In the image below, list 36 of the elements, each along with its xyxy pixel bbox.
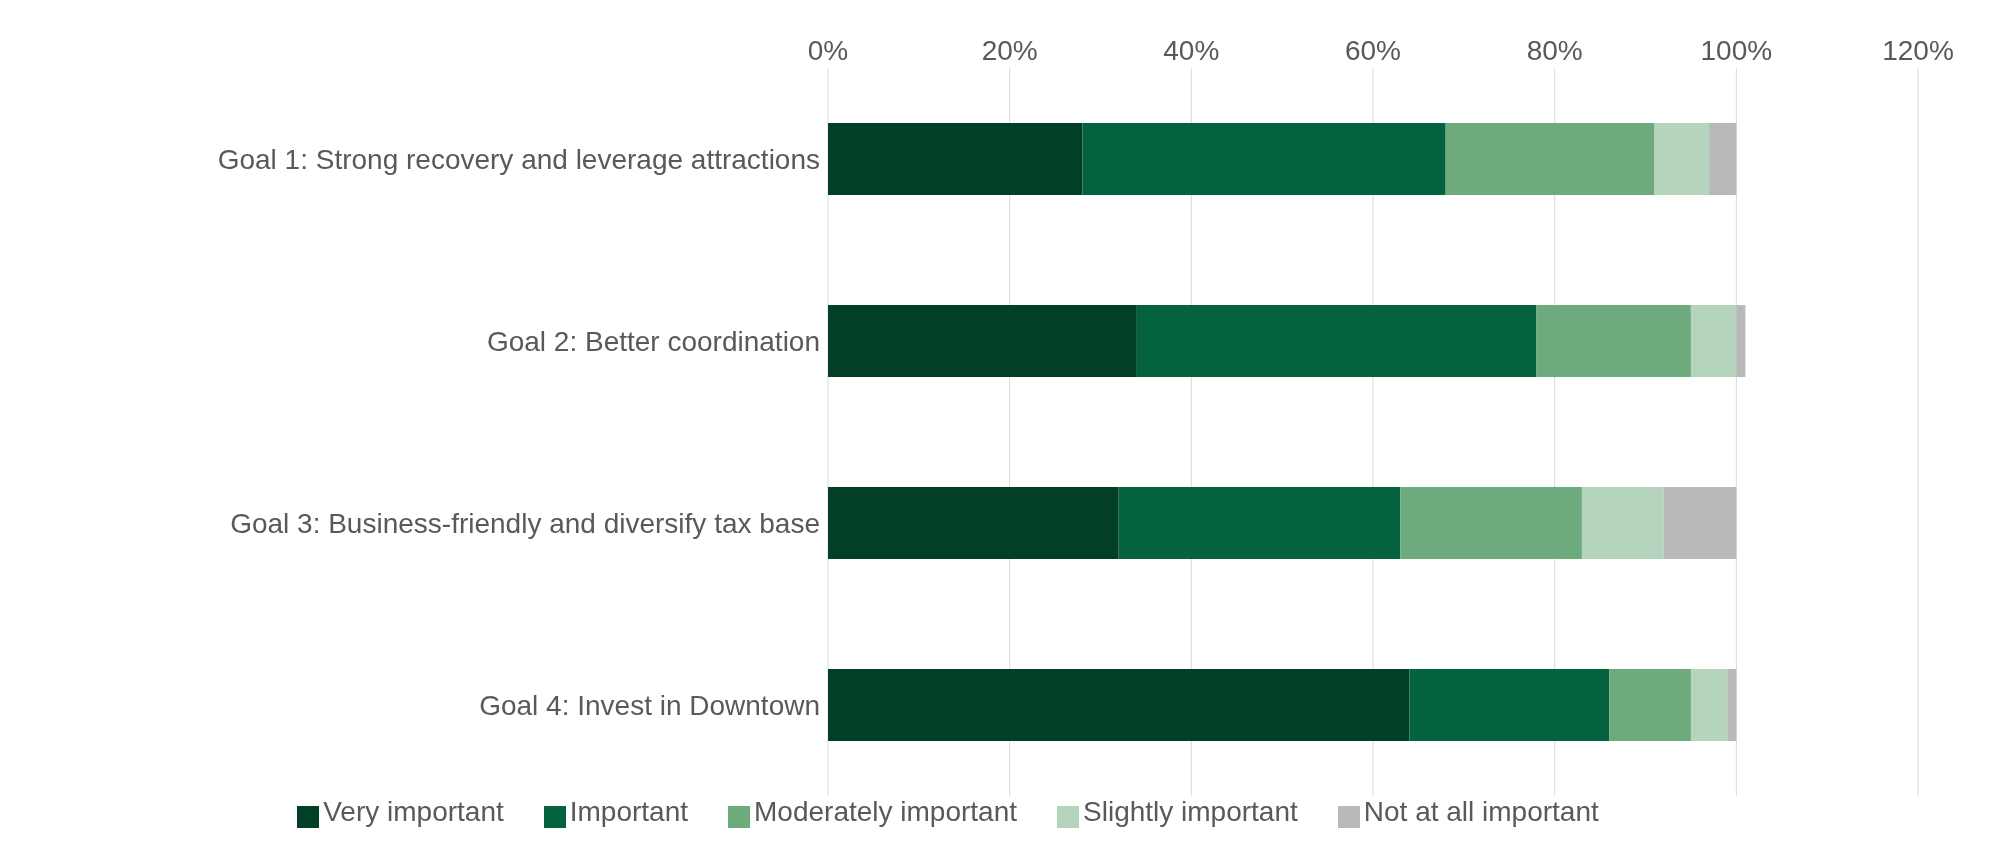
legend-label: Not at all important <box>1363 796 1599 827</box>
bar <box>1118 487 1401 559</box>
legend-label: Moderately important <box>754 796 1018 827</box>
x-tick-label: 100% <box>1700 35 1773 66</box>
bar <box>1082 123 1446 195</box>
bar <box>828 669 1410 741</box>
x-tick-label: 120% <box>1882 35 1954 66</box>
bar <box>1736 305 1746 377</box>
bar <box>828 123 1083 195</box>
legend-label: Important <box>569 796 689 827</box>
bar <box>1581 487 1664 559</box>
bar <box>1400 487 1582 559</box>
bar <box>1136 305 1537 377</box>
bar <box>1663 487 1737 559</box>
bar <box>1536 305 1691 377</box>
legend-label: Slightly important <box>1083 796 1298 827</box>
x-tick-label: 80% <box>1526 35 1583 66</box>
bar <box>1654 123 1710 195</box>
x-tick-label: 20% <box>981 35 1038 66</box>
bar <box>1727 669 1737 741</box>
legend-label: Very important <box>323 796 504 827</box>
y-tick-label: Goal 3: Business-friendly and diversify tax base <box>230 507 820 539</box>
y-tick-label: Goal 2: Better coordination <box>486 325 820 357</box>
bar <box>1709 123 1737 195</box>
bar <box>828 487 1119 559</box>
x-tick-label: 60% <box>1344 35 1402 66</box>
x-tick-label: 40% <box>1163 35 1220 66</box>
x-tick-label: 0% <box>807 35 849 66</box>
bar <box>1609 669 1691 741</box>
bar <box>1690 669 1728 741</box>
bar <box>1690 305 1737 377</box>
bar <box>828 305 1137 377</box>
bar <box>1445 123 1655 195</box>
y-tick-label: Goal 1: Strong recovery and leverage attractions <box>217 143 820 175</box>
bar <box>1409 669 1610 741</box>
y-tick-label: Goal 4: Invest in Downtown <box>479 689 820 721</box>
